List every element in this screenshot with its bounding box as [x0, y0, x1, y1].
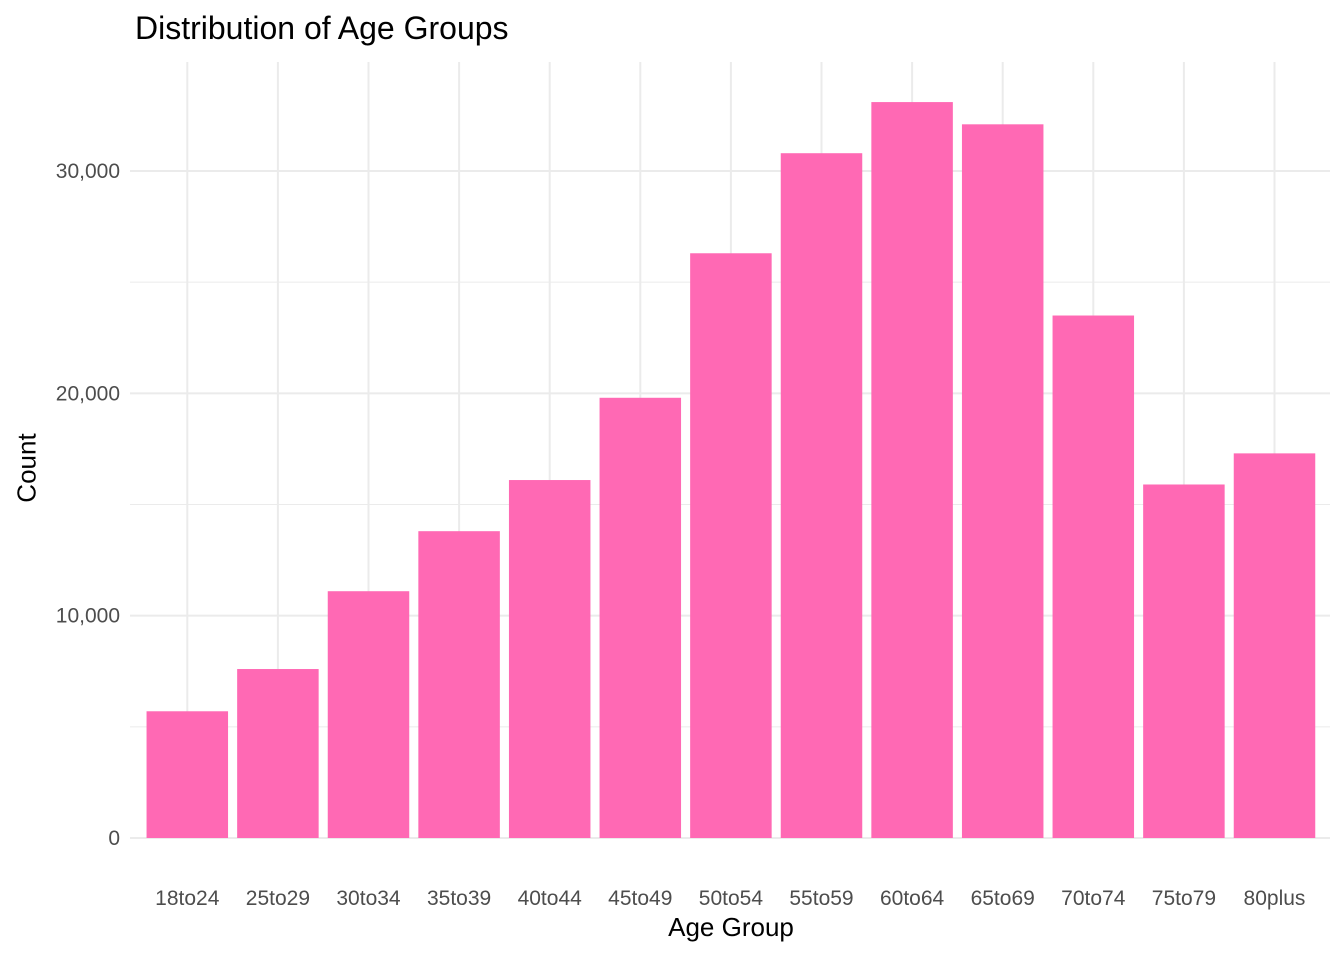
bar-65to69 — [961, 124, 1044, 838]
bar-50to54 — [690, 253, 772, 839]
bar-75to79 — [1143, 484, 1225, 838]
x-tick-label: 55to59 — [789, 887, 853, 910]
bar-45to49 — [599, 397, 682, 838]
y-tick-label: 0 — [108, 827, 120, 850]
x-tick-label: 60to64 — [880, 887, 945, 910]
x-axis-label: Age Group — [668, 912, 794, 942]
x-tick-label: 70to74 — [1061, 887, 1126, 910]
x-tick-label: 65to69 — [971, 887, 1035, 910]
bar-30to34 — [327, 591, 410, 838]
bar-18to24 — [146, 711, 229, 838]
y-tick-label: 30,000 — [56, 160, 120, 183]
x-tick-label: 40to44 — [518, 887, 583, 910]
bar-25to29 — [237, 669, 319, 838]
bar-35to39 — [418, 531, 500, 838]
bar-40to44 — [508, 480, 591, 838]
y-tick-label: 20,000 — [56, 382, 120, 405]
x-tick-label: 50to54 — [699, 887, 764, 910]
y-tick-label: 10,000 — [56, 605, 120, 628]
y-axis-label: Count — [11, 433, 42, 503]
x-tick-label: 45to49 — [608, 887, 672, 910]
x-tick-label: 25to29 — [246, 887, 310, 910]
bar-55to59 — [780, 153, 863, 839]
x-tick-label: 18to24 — [155, 887, 220, 910]
x-tick-label: 35to39 — [427, 887, 491, 910]
chart-title: Distribution of Age Groups — [135, 10, 509, 46]
bar-80plus — [1233, 453, 1316, 838]
x-tick-label: 80plus — [1244, 887, 1306, 910]
bar-70to74 — [1052, 315, 1135, 838]
x-tick-label: 30to34 — [336, 887, 401, 910]
x-tick-label: 75to79 — [1152, 887, 1216, 910]
bar-60to64 — [871, 102, 953, 839]
